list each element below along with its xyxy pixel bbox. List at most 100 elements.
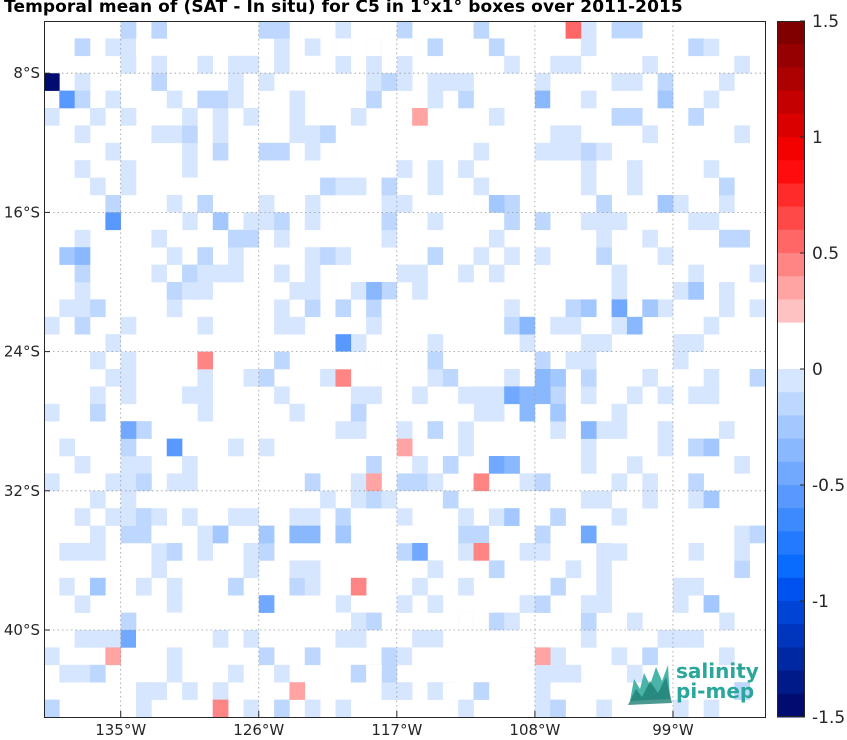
background-cell bbox=[458, 699, 474, 718]
background-cell bbox=[534, 682, 551, 700]
background-cell bbox=[90, 490, 106, 509]
colorbar-segment bbox=[777, 577, 805, 602]
background-cell bbox=[166, 664, 183, 683]
background-cell bbox=[74, 282, 91, 300]
background-cell bbox=[396, 595, 413, 613]
data-cell bbox=[335, 38, 352, 57]
data-cell bbox=[44, 73, 60, 91]
background-cell bbox=[596, 577, 612, 596]
background-cell bbox=[657, 247, 674, 265]
colorbar-segment bbox=[777, 276, 805, 300]
data-cell bbox=[473, 543, 490, 561]
background-cell bbox=[580, 142, 597, 161]
background-cell bbox=[458, 577, 474, 596]
background-cell bbox=[396, 647, 413, 666]
background-cell bbox=[197, 195, 214, 213]
background-cell bbox=[473, 403, 490, 422]
background-cell bbox=[412, 264, 428, 283]
data-cell bbox=[534, 90, 551, 109]
background-cell bbox=[304, 195, 321, 213]
background-cell bbox=[703, 90, 720, 109]
background-cell bbox=[274, 264, 290, 283]
background-cell bbox=[596, 247, 612, 265]
background-cell bbox=[718, 647, 735, 666]
background-cell bbox=[565, 351, 582, 370]
colorbar-segment bbox=[777, 392, 805, 416]
background-cell bbox=[320, 247, 336, 265]
background-cell bbox=[366, 456, 382, 474]
background-cell bbox=[366, 73, 382, 91]
background-cell bbox=[427, 247, 444, 265]
data-cell bbox=[504, 456, 520, 474]
background-cell bbox=[504, 369, 520, 387]
background-cell bbox=[703, 316, 720, 335]
background-cell bbox=[488, 386, 505, 405]
data-cell bbox=[304, 55, 321, 74]
background-cell bbox=[228, 438, 244, 457]
background-cell bbox=[182, 108, 198, 126]
background-cell bbox=[565, 142, 582, 161]
map-title: Temporal mean of (SAT - In situ) for C5 … bbox=[4, 0, 683, 17]
longitude-tick-label: 126°W bbox=[233, 721, 284, 739]
colorbar-tick-label: 0 bbox=[812, 360, 823, 380]
background-cell bbox=[243, 369, 260, 387]
data-cell bbox=[703, 612, 720, 631]
background-cell bbox=[304, 577, 321, 596]
background-cell bbox=[105, 90, 122, 109]
colorbar-segment bbox=[777, 693, 805, 718]
data-cell bbox=[550, 403, 566, 422]
background-cell bbox=[151, 21, 168, 39]
background-cell bbox=[212, 125, 229, 144]
background-cell bbox=[90, 351, 106, 370]
background-cell bbox=[473, 247, 490, 265]
data-cell bbox=[412, 647, 428, 666]
background-cell bbox=[74, 38, 91, 57]
background-cell bbox=[304, 647, 321, 666]
data-cell bbox=[703, 595, 720, 613]
data-cell bbox=[366, 282, 382, 300]
background-cell bbox=[534, 699, 551, 718]
background-cell bbox=[672, 577, 689, 596]
background-cell bbox=[626, 108, 643, 126]
background-cell bbox=[120, 351, 137, 370]
longitude-tick-label: 99°W bbox=[652, 721, 694, 739]
background-cell bbox=[182, 125, 198, 144]
logo-line-1: salinity bbox=[676, 659, 759, 683]
background-cell bbox=[289, 282, 306, 300]
background-cell bbox=[596, 421, 612, 439]
background-cell bbox=[642, 55, 658, 74]
background-cell bbox=[304, 38, 321, 57]
colorbar-segment bbox=[777, 601, 805, 625]
data-cell bbox=[534, 577, 551, 596]
background-cell bbox=[120, 438, 137, 457]
latitude-tick-label: 16°S bbox=[4, 203, 40, 221]
background-cell bbox=[396, 160, 413, 178]
data-cell bbox=[304, 403, 321, 422]
background-cell bbox=[688, 473, 704, 492]
colorbar-tick-label: -0.5 bbox=[812, 476, 845, 496]
background-cell bbox=[350, 664, 367, 683]
background-cell bbox=[718, 282, 735, 300]
background-cell bbox=[734, 456, 750, 474]
background-cell bbox=[718, 612, 735, 631]
background-cell bbox=[642, 490, 658, 509]
background-cell bbox=[642, 125, 658, 144]
background-cell bbox=[197, 543, 214, 561]
data-cell bbox=[657, 90, 674, 109]
background-cell bbox=[366, 490, 382, 509]
background-cell bbox=[718, 421, 735, 439]
background-cell bbox=[473, 386, 490, 405]
colorbar-segment bbox=[777, 369, 805, 393]
background-cell bbox=[580, 630, 597, 648]
background-cell bbox=[197, 90, 214, 109]
background-cell bbox=[151, 508, 168, 526]
background-cell bbox=[59, 577, 75, 596]
salinity-pi-mep-logo: salinity pi-mep bbox=[628, 657, 759, 707]
background-cell bbox=[212, 264, 229, 283]
background-cell bbox=[580, 177, 597, 196]
colorbar-segment bbox=[777, 461, 805, 486]
background-cell bbox=[550, 508, 566, 526]
data-cell bbox=[212, 212, 229, 231]
background-cell bbox=[258, 543, 275, 561]
